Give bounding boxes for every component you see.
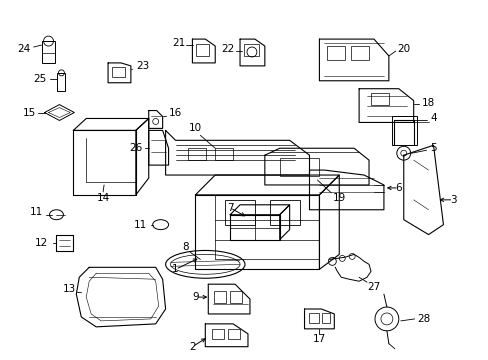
Text: 8: 8 — [182, 243, 188, 252]
Text: 16: 16 — [168, 108, 182, 117]
Text: 7: 7 — [226, 203, 233, 213]
Text: 10: 10 — [188, 123, 202, 134]
Bar — [391, 116, 416, 145]
Bar — [279, 158, 319, 176]
Bar — [41, 41, 55, 63]
Text: 3: 3 — [449, 195, 456, 205]
Text: 24: 24 — [17, 44, 30, 54]
Bar — [244, 44, 258, 56]
Text: 26: 26 — [129, 143, 142, 153]
Bar — [112, 67, 124, 77]
Bar — [322, 313, 330, 323]
Bar — [309, 313, 319, 323]
Text: 22: 22 — [221, 44, 234, 54]
Bar — [215, 148, 233, 160]
Text: 9: 9 — [192, 292, 198, 302]
Bar — [212, 329, 224, 339]
Text: 11: 11 — [30, 207, 43, 217]
Bar — [224, 200, 254, 225]
Text: 20: 20 — [396, 44, 409, 54]
Text: 18: 18 — [421, 98, 434, 108]
Text: 17: 17 — [312, 334, 325, 344]
Bar — [57, 73, 65, 91]
Text: 21: 21 — [172, 38, 185, 48]
Text: 28: 28 — [416, 314, 429, 324]
Text: 13: 13 — [62, 284, 76, 294]
Bar — [326, 46, 345, 60]
Text: 4: 4 — [429, 113, 436, 123]
Text: 25: 25 — [33, 74, 46, 84]
Text: 23: 23 — [136, 61, 149, 71]
Text: 19: 19 — [332, 193, 345, 203]
Text: 1: 1 — [172, 264, 179, 274]
Bar — [196, 44, 209, 56]
Bar — [188, 148, 206, 160]
Text: 12: 12 — [35, 238, 48, 248]
Text: 2: 2 — [189, 342, 195, 352]
Text: 5: 5 — [429, 143, 436, 153]
Text: 15: 15 — [23, 108, 36, 117]
Text: 11: 11 — [134, 220, 147, 230]
Text: 27: 27 — [366, 282, 380, 292]
Bar — [228, 329, 240, 339]
Bar — [350, 46, 368, 60]
Bar — [269, 200, 299, 225]
Bar — [370, 93, 388, 105]
Text: 6: 6 — [395, 183, 401, 193]
Text: 14: 14 — [96, 193, 109, 203]
Bar — [230, 291, 242, 303]
Bar — [214, 291, 225, 303]
